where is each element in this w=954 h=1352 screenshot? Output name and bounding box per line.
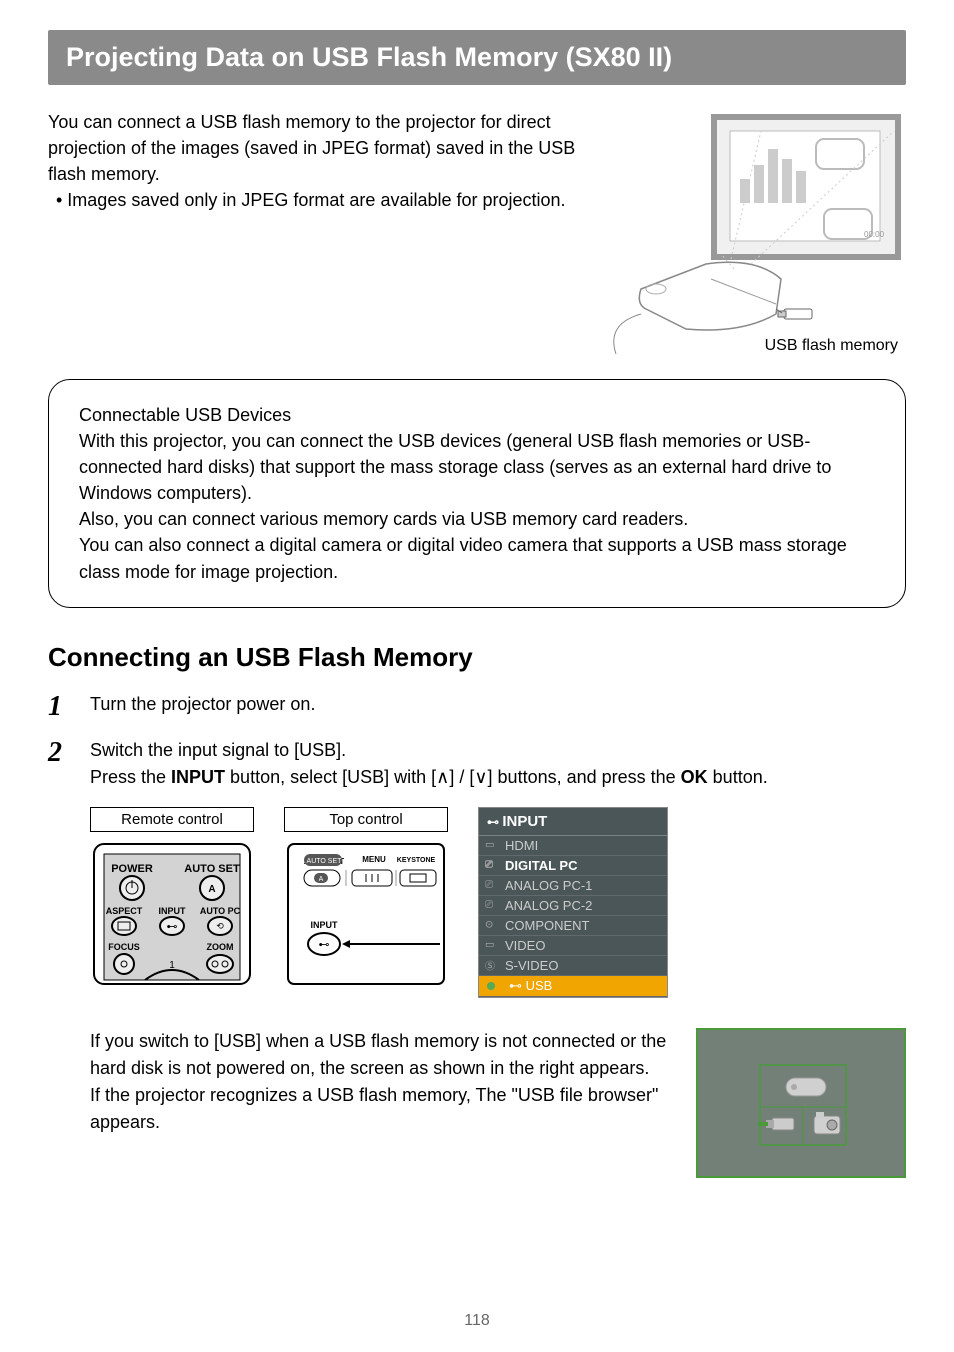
info-heading: Connectable USB Devices xyxy=(79,402,875,428)
svg-text:ZOOM: ZOOM xyxy=(207,942,234,952)
step-2-line1: Switch the input signal to [USB]. xyxy=(90,737,906,764)
remote-control-diagram: POWER AUTO SET A ASPECT INPUT ⊷ AUTO PC … xyxy=(90,840,254,988)
step-number-2: 2 xyxy=(48,737,76,791)
svg-text:KEYSTONE: KEYSTONE xyxy=(397,857,436,864)
svg-text:ASPECT: ASPECT xyxy=(106,906,143,916)
section-heading: Connecting an USB Flash Memory xyxy=(48,642,906,673)
page-title: Projecting Data on USB Flash Memory (SX8… xyxy=(66,42,888,73)
svg-text:⊷: ⊷ xyxy=(319,939,330,951)
svg-text:INPUT: INPUT xyxy=(159,906,187,916)
svg-text:⟲: ⟲ xyxy=(216,921,224,931)
page-title-bar: Projecting Data on USB Flash Memory (SX8… xyxy=(48,30,906,85)
info-p3: You can also connect a digital camera or… xyxy=(79,532,875,584)
input-menu-item-analog-pc2: ⎚ANALOG PC-2 xyxy=(479,896,667,916)
intro-bullet: • Images saved only in JPEG format are a… xyxy=(62,187,590,213)
input-menu-item-svideo: ⓈS-VIDEO xyxy=(479,956,667,976)
svg-text:AUTO SET: AUTO SET xyxy=(184,863,240,875)
top-control-diagram: AUTO SET AUTO SET MENU KEYSTONE A INPUT … xyxy=(284,840,448,988)
step-1-text: Turn the projector power on. xyxy=(90,691,906,721)
step-2-line2: Press the INPUT button, select [USB] wit… xyxy=(90,764,906,791)
remote-control-label: Remote control xyxy=(90,807,254,832)
svg-text:FOCUS: FOCUS xyxy=(108,942,140,952)
input-menu-item-usb: ⊷ USB xyxy=(479,976,667,997)
below-p2: If the projector recognizes a USB flash … xyxy=(90,1082,676,1136)
input-menu-item-digital-pc: ⎚DIGITAL PC xyxy=(479,856,667,876)
top-control-label: Top control xyxy=(284,807,448,832)
input-menu-item-hdmi: ▭HDMI xyxy=(479,836,667,856)
diagram-usb-label: USB flash memory xyxy=(765,337,898,355)
input-menu-item-component: ⊙COMPONENT xyxy=(479,916,667,936)
svg-text:00:00: 00:00 xyxy=(864,230,885,239)
svg-text:INPUT: INPUT xyxy=(311,920,339,930)
intro-paragraph: You can connect a USB flash memory to th… xyxy=(48,109,590,187)
projection-diagram: 00:00 xyxy=(606,109,906,359)
info-p1: With this projector, you can connect the… xyxy=(79,428,875,506)
input-menu-title: ⊷ INPUT xyxy=(479,808,667,836)
page-number: 118 xyxy=(0,1312,954,1330)
svg-text:A: A xyxy=(319,876,324,883)
svg-text:POWER: POWER xyxy=(111,863,153,875)
connectable-devices-box: Connectable USB Devices With this projec… xyxy=(48,379,906,608)
svg-text:A: A xyxy=(208,884,215,895)
input-menu-item-analog-pc1: ⎚ANALOG PC-1 xyxy=(479,876,667,896)
input-menu-item-video: ▭VIDEO xyxy=(479,936,667,956)
step-number-1: 1 xyxy=(48,691,76,721)
info-p2: Also, you can connect various memory car… xyxy=(79,506,875,532)
svg-text:MENU: MENU xyxy=(362,855,386,864)
svg-text:AUTO PC: AUTO PC xyxy=(200,906,241,916)
below-p1: If you switch to [USB] when a USB flash … xyxy=(90,1028,676,1082)
svg-text:AUTO SET: AUTO SET xyxy=(307,858,343,865)
svg-text:⊷: ⊷ xyxy=(167,921,178,933)
input-menu: ⊷ INPUT ▭HDMI ⎚DIGITAL PC ⎚ANALOG PC-1 ⎚… xyxy=(478,807,668,998)
usb-not-connected-screen xyxy=(696,1028,906,1178)
